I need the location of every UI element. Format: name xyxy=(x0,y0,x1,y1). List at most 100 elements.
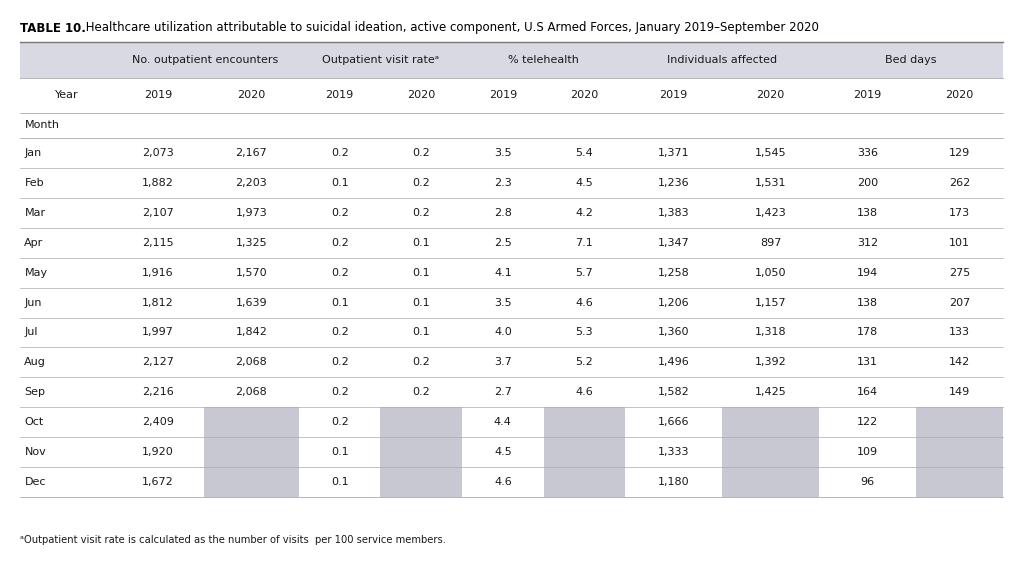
Text: 1,050: 1,050 xyxy=(754,268,786,278)
Text: 2020: 2020 xyxy=(237,91,265,100)
Text: Dec: Dec xyxy=(24,477,46,487)
Bar xyxy=(721,437,818,467)
Text: 336: 336 xyxy=(856,148,877,158)
Text: 1,206: 1,206 xyxy=(657,297,689,308)
Text: 2,068: 2,068 xyxy=(235,358,267,367)
Text: 2,127: 2,127 xyxy=(142,358,174,367)
Bar xyxy=(721,407,818,437)
Text: 1,916: 1,916 xyxy=(142,268,174,278)
Text: 312: 312 xyxy=(856,238,877,248)
Text: 173: 173 xyxy=(948,208,969,218)
Text: 262: 262 xyxy=(948,178,969,188)
Bar xyxy=(204,437,299,467)
Text: 0.1: 0.1 xyxy=(412,327,430,337)
Text: 142: 142 xyxy=(948,358,969,367)
Text: 4.5: 4.5 xyxy=(493,447,512,457)
Bar xyxy=(20,138,1002,168)
Text: 0.2: 0.2 xyxy=(330,417,348,427)
Text: 138: 138 xyxy=(856,297,877,308)
Bar xyxy=(20,258,1002,288)
Text: 0.1: 0.1 xyxy=(412,238,430,248)
Text: 2.7: 2.7 xyxy=(493,387,512,397)
Text: 2,216: 2,216 xyxy=(142,387,174,397)
Bar xyxy=(20,288,1002,317)
Text: 131: 131 xyxy=(856,358,877,367)
Text: 2020: 2020 xyxy=(756,91,784,100)
Text: 2020: 2020 xyxy=(570,91,598,100)
Text: Jan: Jan xyxy=(24,148,42,158)
Text: 4.0: 4.0 xyxy=(493,327,512,337)
Text: 0.2: 0.2 xyxy=(330,238,348,248)
Text: Jun: Jun xyxy=(24,297,42,308)
Text: 1,812: 1,812 xyxy=(142,297,174,308)
Text: 2019: 2019 xyxy=(488,91,517,100)
Text: 897: 897 xyxy=(759,238,781,248)
Text: 164: 164 xyxy=(856,387,877,397)
Text: 1,236: 1,236 xyxy=(657,178,689,188)
Text: 3.7: 3.7 xyxy=(493,358,512,367)
Text: 1,582: 1,582 xyxy=(657,387,689,397)
Text: 1,973: 1,973 xyxy=(235,208,267,218)
Bar xyxy=(204,467,299,497)
Text: 1,666: 1,666 xyxy=(657,417,689,427)
Text: 2,167: 2,167 xyxy=(235,148,267,158)
Text: Outpatient visit rateᵃ: Outpatient visit rateᵃ xyxy=(322,55,438,65)
Text: 1,383: 1,383 xyxy=(657,208,689,218)
Text: 0.2: 0.2 xyxy=(330,268,348,278)
Text: 0.2: 0.2 xyxy=(412,387,430,397)
Text: Feb: Feb xyxy=(24,178,44,188)
Text: 2,115: 2,115 xyxy=(142,238,174,248)
Text: 0.1: 0.1 xyxy=(330,297,348,308)
Text: 129: 129 xyxy=(948,148,969,158)
Text: 4.5: 4.5 xyxy=(575,178,593,188)
Text: TABLE 10.: TABLE 10. xyxy=(20,22,87,34)
Text: 0.2: 0.2 xyxy=(330,327,348,337)
Bar xyxy=(20,317,1002,347)
Text: 2020: 2020 xyxy=(945,91,972,100)
Text: 2.3: 2.3 xyxy=(493,178,512,188)
Text: 1,496: 1,496 xyxy=(657,358,689,367)
Text: 5.4: 5.4 xyxy=(575,148,593,158)
Text: 1,325: 1,325 xyxy=(235,238,267,248)
Text: 0.2: 0.2 xyxy=(330,148,348,158)
Text: 4.6: 4.6 xyxy=(575,297,593,308)
Bar xyxy=(20,78,1002,113)
Text: 1,258: 1,258 xyxy=(657,268,689,278)
Text: May: May xyxy=(24,268,48,278)
Text: 1,423: 1,423 xyxy=(754,208,786,218)
Text: 138: 138 xyxy=(856,208,877,218)
Text: 2.5: 2.5 xyxy=(493,238,512,248)
Text: 200: 200 xyxy=(856,178,877,188)
Text: 2019: 2019 xyxy=(853,91,880,100)
Text: 1,180: 1,180 xyxy=(657,477,689,487)
Text: 0.2: 0.2 xyxy=(330,358,348,367)
Bar xyxy=(20,407,1002,437)
Text: 1,318: 1,318 xyxy=(754,327,786,337)
Text: 1,639: 1,639 xyxy=(235,297,267,308)
Bar xyxy=(20,347,1002,378)
Bar xyxy=(20,378,1002,407)
Bar xyxy=(915,437,1002,467)
Text: 109: 109 xyxy=(856,447,877,457)
Text: 2,203: 2,203 xyxy=(235,178,267,188)
Text: 96: 96 xyxy=(860,477,873,487)
Bar xyxy=(20,198,1002,227)
Text: 5.3: 5.3 xyxy=(575,327,593,337)
Text: 2019: 2019 xyxy=(144,91,172,100)
Text: 3.5: 3.5 xyxy=(493,297,512,308)
Text: Nov: Nov xyxy=(24,447,46,457)
Text: 0.1: 0.1 xyxy=(412,268,430,278)
Text: 1,347: 1,347 xyxy=(657,238,689,248)
Text: 2,068: 2,068 xyxy=(235,387,267,397)
Text: 2020: 2020 xyxy=(407,91,435,100)
Text: 0.1: 0.1 xyxy=(330,447,348,457)
Text: 4.1: 4.1 xyxy=(493,268,512,278)
Text: 2.8: 2.8 xyxy=(493,208,512,218)
Bar xyxy=(20,227,1002,258)
Text: Sep: Sep xyxy=(24,387,46,397)
Text: 0.2: 0.2 xyxy=(412,208,430,218)
Bar xyxy=(204,407,299,437)
Text: 0.1: 0.1 xyxy=(412,297,430,308)
Bar xyxy=(380,467,462,497)
Text: Mar: Mar xyxy=(24,208,46,218)
